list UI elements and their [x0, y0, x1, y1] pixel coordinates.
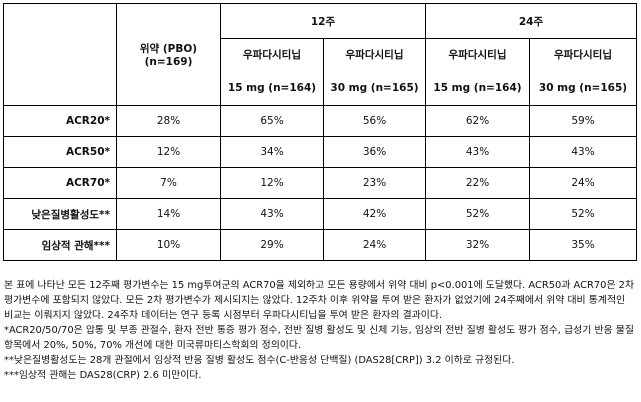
- table-cell: 32%: [425, 229, 530, 261]
- table-cell: 52%: [529, 198, 637, 230]
- table-cell: 29%: [220, 229, 324, 261]
- table-cell: 7%: [116, 167, 221, 199]
- table-row: 낮은질병활성도** 14% 43% 42% 52% 52%: [3, 198, 637, 230]
- row-label: ACR50*: [3, 136, 117, 168]
- footnote-main: 본 표에 나타난 모든 12주째 평가변수는 15 mg투여군의 ACR70을 …: [4, 280, 635, 321]
- table-cell: 56%: [323, 105, 426, 137]
- table-row: ACR50* 12% 34% 36% 43% 43%: [3, 136, 637, 168]
- footnotes: 본 표에 나타난 모든 12주째 평가변수는 15 mg투여군의 ACR70을 …: [4, 278, 637, 383]
- table-cell: 43%: [529, 136, 637, 168]
- table-row: 임상적 관해*** 10% 29% 24% 32% 35%: [3, 229, 637, 261]
- table-cell: 12%: [116, 136, 221, 168]
- table-cell: 35%: [529, 229, 637, 261]
- table-cell: 42%: [323, 198, 426, 230]
- footnote-acr-definition: *ACR20/50/70은 압통 및 부종 관절수, 환자 전반 통증 평가 점…: [4, 325, 634, 351]
- table-cell: 24%: [323, 229, 426, 261]
- table-cell: 43%: [220, 198, 324, 230]
- results-table: 위약 (PBO) (n=169) 12주 24주 우파다시티닙 우파다시티닙 우…: [3, 3, 637, 261]
- header-drug-w12-15: 우파다시티닙: [220, 38, 324, 70]
- table-cell: 22%: [425, 167, 530, 199]
- header-placebo: 위약 (PBO) (n=169): [116, 3, 221, 106]
- table-row: ACR70* 7% 12% 23% 22% 24%: [3, 167, 637, 199]
- table-cell: 34%: [220, 136, 324, 168]
- header-row-drug: 우파다시티닙 우파다시티닙 우파다시티닙 우파다시티닙: [4, 38, 637, 70]
- row-label: ACR20*: [3, 105, 117, 137]
- header-dose-w12-15: 15 mg (n=164): [220, 70, 324, 106]
- header-dose-w24-30: 30 mg (n=165): [529, 70, 637, 106]
- header-drug-w24-30: 우파다시티닙: [529, 38, 637, 70]
- table-row: ACR20* 28% 65% 56% 62% 59%: [3, 105, 637, 137]
- table-cell: 43%: [425, 136, 530, 168]
- table-cell: 28%: [116, 105, 221, 137]
- footnote-clinical-remission: ***임상적 관해는 DAS28(CRP) 2.6 미만이다.: [4, 370, 202, 381]
- footnote-low-disease-activity: **낮은질병활성도는 28개 관절에서 임상적 반응 질병 활성도 점수(C-반…: [4, 355, 515, 366]
- table-cell: 36%: [323, 136, 426, 168]
- table-cell: 65%: [220, 105, 324, 137]
- table-cell: 24%: [529, 167, 637, 199]
- table-cell: 23%: [323, 167, 426, 199]
- table-cell: 62%: [425, 105, 530, 137]
- header-dose-w12-30: 30 mg (n=165): [323, 70, 426, 106]
- header-drug-w12-30: 우파다시티닙: [323, 38, 426, 70]
- header-row-dose: 15 mg (n=164) 30 mg (n=165) 15 mg (n=164…: [4, 70, 637, 106]
- row-label: 낮은질병활성도**: [3, 198, 117, 230]
- table-cell: 12%: [220, 167, 324, 199]
- table-cell: 59%: [529, 105, 637, 137]
- header-week24: 24주: [425, 3, 637, 39]
- table-cell: 10%: [116, 229, 221, 261]
- table-cell: 14%: [116, 198, 221, 230]
- header-drug-w24-15: 우파다시티닙: [425, 38, 530, 70]
- header-week12: 12주: [220, 3, 426, 39]
- row-label: 임상적 관해***: [3, 229, 117, 261]
- row-label: ACR70*: [3, 167, 117, 199]
- header-row-weeks: 위약 (PBO) (n=169) 12주 24주: [3, 3, 637, 106]
- header-corner-cell: [3, 3, 117, 106]
- table-cell: 52%: [425, 198, 530, 230]
- header-dose-w24-15: 15 mg (n=164): [425, 70, 530, 106]
